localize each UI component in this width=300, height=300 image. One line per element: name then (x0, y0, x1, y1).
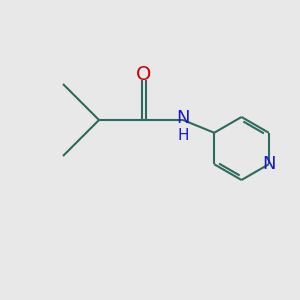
Text: H: H (177, 128, 189, 143)
Text: O: O (136, 65, 152, 85)
Text: N: N (176, 109, 190, 127)
Text: N: N (262, 155, 275, 173)
